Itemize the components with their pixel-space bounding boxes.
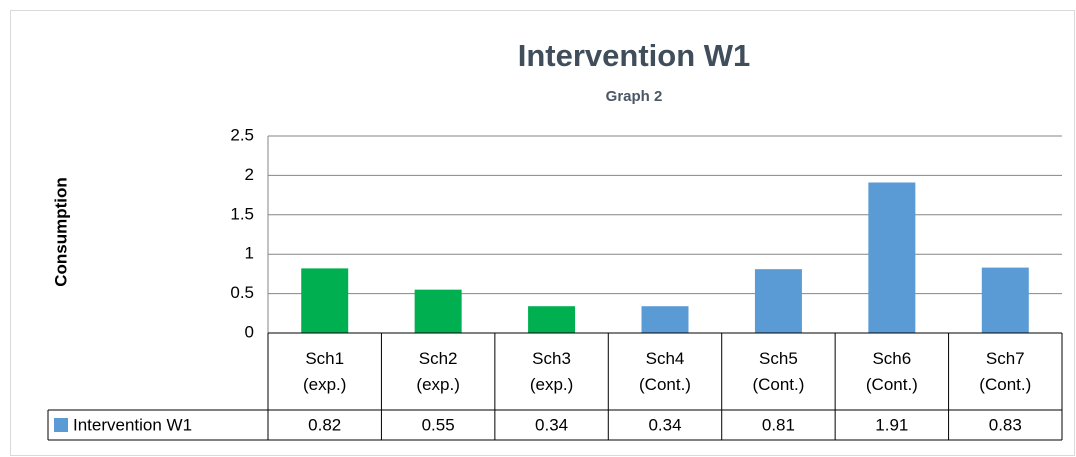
bar [868, 182, 916, 333]
bar [414, 289, 462, 333]
x-tick-label: Sch5 (Cont.) [752, 348, 805, 394]
table-value: 1.91 [875, 415, 908, 434]
x-tick-label-box: Sch1 (exp.) [268, 333, 381, 410]
x-tick-label: Sch2 (exp.) [416, 348, 460, 394]
x-tick-label-cell: Sch5 (Cont.) [722, 333, 835, 410]
chart-subtitle: Graph 2 [606, 88, 663, 105]
x-tick-label-cell: Sch6 (Cont.) [835, 333, 948, 410]
y-tick-label: 2.5 [230, 125, 254, 144]
bar [641, 306, 689, 333]
bar [981, 267, 1029, 333]
x-tick-label-box: Sch2 (exp.) [381, 333, 494, 410]
x-tick-label: Sch3 (exp.) [529, 348, 574, 394]
y-tick-label: 1.5 [230, 204, 254, 223]
legend-swatch [54, 418, 68, 432]
x-tick-label-cell: Sch3 (exp.) [495, 333, 608, 410]
x-tick-label-box: Sch4 (Cont.) [608, 333, 721, 410]
y-axis-label: Consumption [51, 177, 70, 287]
x-tick-label: Sch7 (Cont.) [979, 348, 1032, 394]
x-tick-label-cell: Sch7 (Cont.) [949, 333, 1062, 410]
x-tick-label-cell: Sch2 (exp.) [381, 333, 494, 410]
x-tick-label-box: Sch7 (Cont.) [949, 333, 1062, 410]
y-tick-label: 1 [245, 244, 254, 263]
bar [301, 268, 349, 333]
y-tick-label: 0 [245, 322, 254, 341]
table-value: 0.83 [989, 415, 1022, 434]
table-value: 0.55 [422, 415, 455, 434]
table-value: 0.34 [648, 415, 681, 434]
legend-label: Intervention W1 [73, 415, 192, 434]
y-tick-label: 2 [245, 165, 254, 184]
y-tick-label: 0.5 [230, 283, 254, 302]
x-tick-label-box: Sch6 (Cont.) [835, 333, 948, 410]
bar [754, 269, 802, 333]
x-tick-label-box: Sch3 (exp.) [495, 333, 608, 410]
x-tick-label: Sch4 (Cont.) [639, 348, 691, 394]
bar [528, 306, 576, 333]
x-tick-label-box: Sch5 (Cont.) [722, 333, 835, 410]
chart-title: Intervention W1 [518, 38, 751, 73]
x-tick-label-cell: Sch1 (exp.) [268, 333, 381, 410]
x-tick-label-cell: Sch4 (Cont.) [608, 333, 721, 410]
table-value: 0.34 [535, 415, 568, 434]
x-tick-label: Sch1 (exp.) [302, 348, 347, 394]
table-value: 0.81 [762, 415, 795, 434]
x-tick-label: Sch6 (Cont.) [865, 348, 918, 394]
table-value: 0.82 [308, 415, 341, 434]
